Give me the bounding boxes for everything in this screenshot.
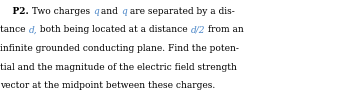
Text: tial and the magnitude of the electric field strength: tial and the magnitude of the electric f… (0, 62, 237, 71)
Text: d/2: d/2 (191, 26, 205, 34)
Text: vector at the midpoint between these charges.: vector at the midpoint between these cha… (0, 81, 215, 90)
Text: infinite grounded conducting plane. Find the poten-: infinite grounded conducting plane. Find… (0, 44, 239, 53)
Text: q: q (121, 7, 127, 16)
Text: P2.: P2. (0, 7, 29, 16)
Text: both being located at a distance: both being located at a distance (37, 26, 191, 34)
Text: d,: d, (28, 26, 37, 34)
Text: Two charges: Two charges (29, 7, 93, 16)
Text: and: and (99, 7, 121, 16)
Text: are separated by a dis-: are separated by a dis- (127, 7, 235, 16)
Text: q: q (93, 7, 99, 16)
Text: tance: tance (0, 26, 28, 34)
Text: from an: from an (205, 26, 244, 34)
